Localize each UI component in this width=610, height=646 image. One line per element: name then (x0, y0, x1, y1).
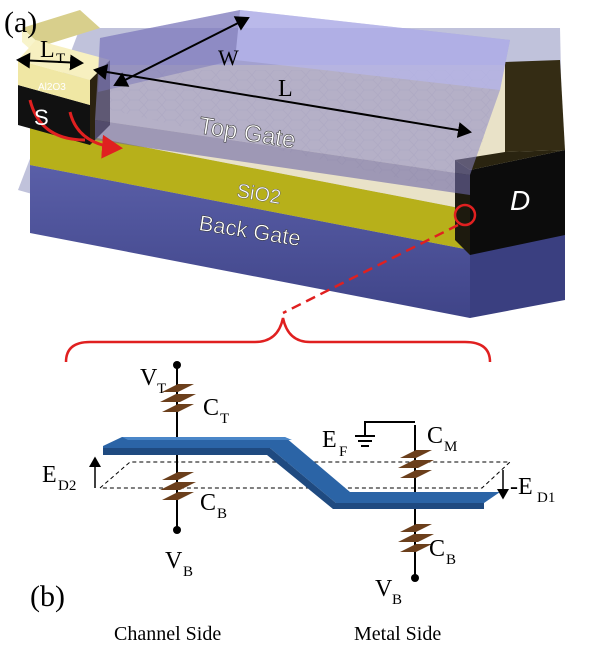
sio2-front (30, 125, 470, 250)
drain-label: D (510, 185, 530, 216)
ef-label: E (322, 427, 337, 453)
back-gate-front (30, 165, 470, 318)
cm-capacitor (398, 450, 434, 478)
ct-label: C (203, 395, 219, 421)
current-arrow (68, 111, 123, 159)
back-gate-side (470, 230, 565, 318)
ed2-label-sub: D2 (58, 478, 76, 494)
vb-right-label-sub: B (392, 592, 402, 608)
cb-left-label-sub: B (217, 506, 227, 522)
zoom-circle (453, 203, 477, 227)
lt-arrow (16, 52, 84, 71)
zoom-dashed-line (282, 223, 459, 315)
vb-left-label-sub: B (183, 564, 193, 580)
cm-label-sub: M (444, 439, 457, 455)
source-label: S (34, 105, 49, 130)
ef-label-sub: F (339, 444, 347, 460)
vt-label: V (140, 365, 158, 391)
ed1-label-sub: D1 (537, 490, 555, 506)
cb-left-label: C (200, 490, 216, 516)
cb-right-label-sub: B (446, 552, 456, 568)
energy-band (103, 437, 500, 509)
vb-right-terminal (411, 574, 419, 582)
vb-left-label: V (165, 548, 183, 574)
cb-right-capacitor (398, 524, 434, 552)
l-arrow (93, 64, 472, 138)
metal-side-label: Metal Side (354, 623, 441, 645)
vb-left-terminal (173, 526, 181, 534)
cm-label: C (427, 423, 443, 449)
ed1-label: -E (510, 474, 533, 500)
lt-label-sub: T (56, 51, 65, 67)
ct-label-sub: T (220, 411, 229, 427)
panel-b-label: (b) (30, 580, 65, 613)
vt-terminal (173, 361, 181, 369)
ef-wire (364, 421, 415, 436)
vt-label-sub: T (157, 381, 166, 397)
drain-front (470, 150, 565, 255)
ct-capacitor (160, 384, 196, 412)
cb-left-capacitor (160, 472, 196, 500)
cb-right-label: C (429, 536, 445, 562)
channel-side-label: Channel Side (114, 623, 221, 645)
oxide-label: Al2O3 (38, 82, 66, 93)
l-label: L (278, 76, 293, 102)
zoom-brace (64, 317, 492, 363)
ed2-label: E (42, 462, 57, 488)
w-label: W (218, 45, 239, 70)
panel-a-label: (a) (4, 6, 37, 39)
device-3d (16, 10, 565, 318)
vb-right-label: V (375, 576, 393, 602)
lt-label: L (40, 37, 55, 63)
